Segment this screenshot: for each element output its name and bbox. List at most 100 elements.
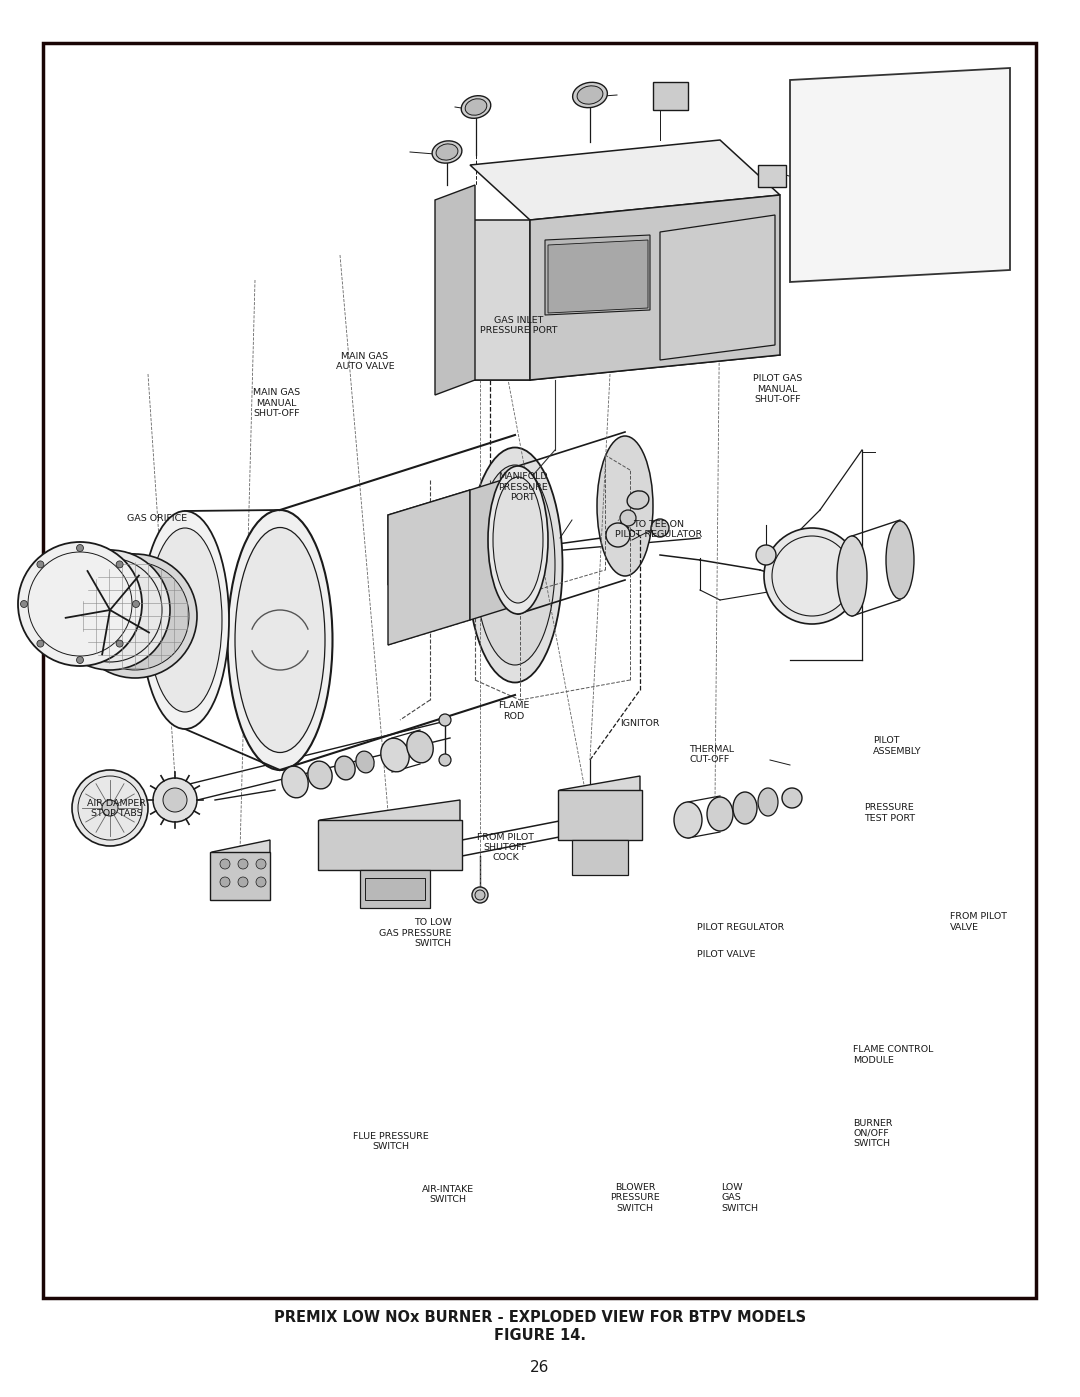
Polygon shape bbox=[320, 800, 460, 870]
Ellipse shape bbox=[436, 144, 458, 161]
Ellipse shape bbox=[492, 476, 543, 604]
Circle shape bbox=[220, 877, 230, 887]
Text: IGNITOR: IGNITOR bbox=[620, 719, 660, 728]
Circle shape bbox=[606, 522, 630, 548]
Ellipse shape bbox=[355, 752, 374, 773]
Polygon shape bbox=[548, 240, 648, 313]
Circle shape bbox=[37, 640, 44, 647]
Ellipse shape bbox=[381, 738, 409, 771]
Polygon shape bbox=[388, 490, 470, 645]
Circle shape bbox=[256, 877, 266, 887]
Circle shape bbox=[238, 859, 248, 869]
Bar bbox=[43, 43, 1036, 1298]
Circle shape bbox=[73, 555, 197, 678]
Polygon shape bbox=[545, 235, 650, 314]
Ellipse shape bbox=[837, 536, 867, 616]
Text: BURNER
ON/OFF
SWITCH: BURNER ON/OFF SWITCH bbox=[853, 1119, 893, 1148]
Text: PILOT REGULATOR: PILOT REGULATOR bbox=[697, 923, 784, 932]
Circle shape bbox=[220, 859, 230, 869]
Ellipse shape bbox=[577, 85, 603, 105]
Text: PILOT VALVE: PILOT VALVE bbox=[697, 950, 755, 958]
Bar bbox=[653, 82, 688, 110]
Circle shape bbox=[782, 788, 802, 807]
Circle shape bbox=[133, 601, 139, 608]
Bar bbox=[210, 852, 270, 900]
Bar bbox=[365, 877, 426, 900]
Text: FLAME CONTROL
MODULE: FLAME CONTROL MODULE bbox=[853, 1045, 933, 1065]
Circle shape bbox=[116, 640, 123, 647]
Ellipse shape bbox=[228, 510, 333, 770]
Circle shape bbox=[620, 510, 636, 527]
Ellipse shape bbox=[572, 82, 607, 108]
Text: GAS ORIFICE: GAS ORIFICE bbox=[126, 514, 187, 522]
Circle shape bbox=[81, 562, 189, 671]
Ellipse shape bbox=[308, 761, 333, 789]
Text: PILOT GAS
MANUAL
SHUT-OFF: PILOT GAS MANUAL SHUT-OFF bbox=[753, 374, 802, 404]
Polygon shape bbox=[470, 140, 780, 219]
Circle shape bbox=[153, 778, 197, 821]
Circle shape bbox=[475, 890, 485, 900]
Ellipse shape bbox=[886, 521, 914, 599]
Text: LOW
GAS
SWITCH: LOW GAS SWITCH bbox=[721, 1183, 758, 1213]
Circle shape bbox=[72, 770, 148, 847]
Text: MANIFOLD
PRESSURE
PORT: MANIFOLD PRESSURE PORT bbox=[498, 472, 548, 502]
Text: FLUE PRESSURE
SWITCH: FLUE PRESSURE SWITCH bbox=[353, 1132, 429, 1151]
Bar bbox=[318, 820, 462, 870]
Text: PREMIX LOW NOx BURNER - EXPLODED VIEW FOR BTPV MODELS: PREMIX LOW NOx BURNER - EXPLODED VIEW FO… bbox=[274, 1310, 806, 1326]
Circle shape bbox=[238, 877, 248, 887]
Text: PRESSURE
TEST PORT: PRESSURE TEST PORT bbox=[864, 803, 915, 823]
Ellipse shape bbox=[468, 447, 563, 683]
Polygon shape bbox=[388, 490, 470, 585]
Text: FROM PILOT
SHUTOFF
COCK: FROM PILOT SHUTOFF COCK bbox=[477, 833, 534, 862]
Polygon shape bbox=[530, 196, 780, 380]
Circle shape bbox=[77, 657, 83, 664]
Text: 26: 26 bbox=[530, 1359, 550, 1375]
Ellipse shape bbox=[335, 756, 355, 780]
Bar bbox=[558, 789, 642, 840]
Ellipse shape bbox=[282, 766, 308, 798]
Ellipse shape bbox=[461, 95, 490, 119]
Bar bbox=[360, 870, 430, 908]
Circle shape bbox=[163, 788, 187, 812]
Circle shape bbox=[77, 545, 83, 552]
Polygon shape bbox=[789, 68, 1010, 282]
Ellipse shape bbox=[627, 490, 649, 509]
Circle shape bbox=[18, 542, 141, 666]
Circle shape bbox=[256, 859, 266, 869]
Circle shape bbox=[756, 545, 777, 564]
Ellipse shape bbox=[707, 798, 733, 831]
Polygon shape bbox=[660, 215, 775, 360]
Text: PILOT
ASSEMBLY: PILOT ASSEMBLY bbox=[873, 736, 921, 756]
Ellipse shape bbox=[465, 99, 487, 115]
Ellipse shape bbox=[432, 141, 462, 163]
Text: MAIN GAS
AUTO VALVE: MAIN GAS AUTO VALVE bbox=[336, 352, 394, 372]
Circle shape bbox=[50, 550, 170, 671]
Circle shape bbox=[37, 562, 44, 569]
Text: FIGURE 14.: FIGURE 14. bbox=[494, 1329, 586, 1344]
Ellipse shape bbox=[674, 802, 702, 838]
Circle shape bbox=[438, 754, 451, 766]
Text: AIR DAMPER
STOP TABS: AIR DAMPER STOP TABS bbox=[87, 799, 146, 819]
Ellipse shape bbox=[733, 792, 757, 824]
Ellipse shape bbox=[141, 511, 229, 729]
Ellipse shape bbox=[488, 467, 548, 615]
Polygon shape bbox=[470, 475, 518, 620]
Text: FROM PILOT
VALVE: FROM PILOT VALVE bbox=[950, 912, 1008, 932]
Polygon shape bbox=[435, 184, 475, 395]
Bar bbox=[572, 840, 627, 875]
Circle shape bbox=[102, 800, 118, 816]
Text: TO LOW
GAS PRESSURE
SWITCH: TO LOW GAS PRESSURE SWITCH bbox=[379, 918, 451, 949]
Ellipse shape bbox=[148, 528, 222, 712]
Text: AIR-INTAKE
SWITCH: AIR-INTAKE SWITCH bbox=[422, 1185, 474, 1204]
Text: MAIN GAS
MANUAL
SHUT-OFF: MAIN GAS MANUAL SHUT-OFF bbox=[253, 388, 300, 418]
Text: TO TEE ON
PILOT REGULATOR: TO TEE ON PILOT REGULATOR bbox=[616, 520, 702, 539]
Ellipse shape bbox=[475, 465, 555, 665]
Text: FLAME
ROD: FLAME ROD bbox=[498, 701, 530, 721]
Circle shape bbox=[438, 714, 451, 726]
Text: BLOWER
PRESSURE
SWITCH: BLOWER PRESSURE SWITCH bbox=[610, 1183, 660, 1213]
Circle shape bbox=[651, 520, 669, 536]
Circle shape bbox=[116, 562, 123, 569]
Circle shape bbox=[21, 601, 27, 608]
Circle shape bbox=[472, 887, 488, 902]
Polygon shape bbox=[212, 840, 270, 900]
